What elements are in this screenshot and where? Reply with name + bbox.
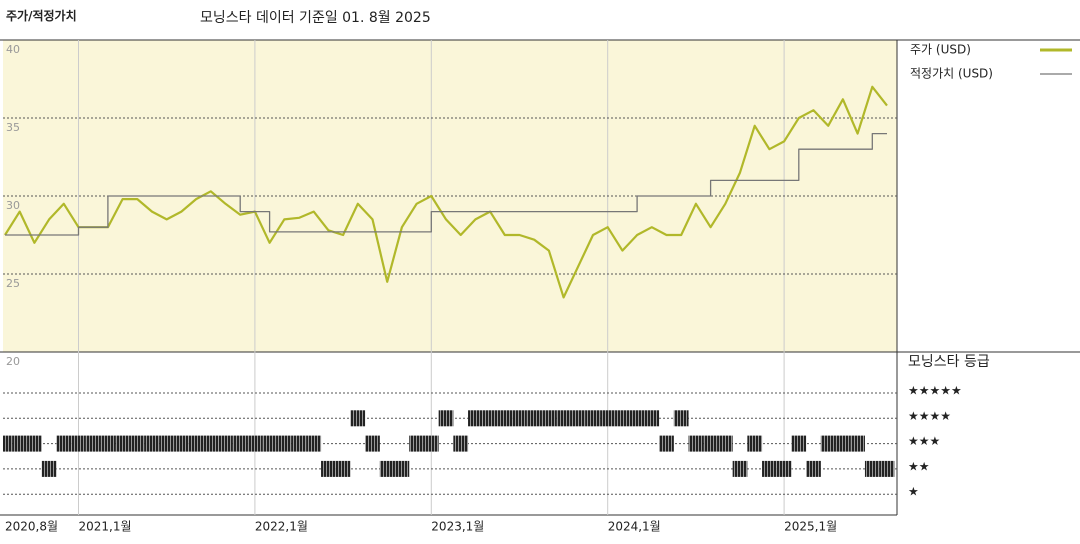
rating-bar: [56, 435, 72, 452]
x-tick-label: 2024,1월: [608, 520, 661, 534]
rating-bar: [468, 410, 483, 427]
rating-bar: [438, 410, 454, 427]
rating-bar: [497, 410, 513, 427]
x-tick-label: 2022,1월: [255, 520, 308, 534]
rating-bar: [335, 460, 351, 477]
rating-bar: [747, 435, 763, 452]
rating-bar: [409, 435, 424, 452]
rating-bar: [365, 435, 380, 452]
rating-bar: [600, 410, 616, 427]
rating-bar: [12, 435, 28, 452]
rating-bar: [776, 460, 792, 477]
rating-bar: [762, 460, 777, 477]
legend-label: 주가 (USD): [910, 43, 971, 57]
rating-label: ★★★★: [908, 409, 951, 423]
rating-label: ★★★: [908, 434, 940, 448]
rating-bar: [100, 435, 116, 452]
rating-bar: [556, 410, 571, 427]
rating-bar: [188, 435, 204, 452]
rating-bar: [717, 435, 733, 452]
rating-bar: [526, 410, 542, 427]
rating-label: ★★: [908, 459, 930, 473]
rating-bar: [806, 460, 821, 477]
rating-bar: [570, 410, 586, 427]
rating-bar: [394, 460, 410, 477]
rating-bar: [791, 435, 807, 452]
y-tick-label: 35: [6, 121, 20, 134]
rating-bar: [703, 435, 718, 452]
series-line: [4, 85, 888, 299]
legend-label: 적정가치 (USD): [910, 67, 993, 81]
rating-bar: [423, 435, 439, 452]
rating-bar: [850, 435, 865, 452]
rating-bar: [291, 435, 307, 452]
rating-bar: [159, 435, 175, 452]
rating-bar: [218, 435, 233, 452]
rating-bar: [629, 410, 645, 427]
y-tick-label: 30: [6, 199, 20, 212]
rating-bar: [321, 460, 336, 477]
rating-bar: [41, 460, 57, 477]
rating-bar: [688, 435, 704, 452]
rating-bar: [350, 410, 366, 427]
rating-label: ★★★★★: [908, 384, 962, 398]
rating-bar: [879, 460, 895, 477]
y-tick-label: 20: [6, 355, 20, 368]
x-tick-label: 2025,1월: [784, 520, 837, 534]
rating-bar: [203, 435, 219, 452]
rating-bar: [276, 435, 292, 452]
rating-bar: [115, 435, 130, 452]
rating-bar: [27, 435, 42, 452]
rating-bar: [541, 410, 557, 427]
chart-title: 주가/적정가치: [6, 8, 77, 23]
rating-bar: [673, 410, 689, 427]
rating-bar: [232, 435, 248, 452]
rating-bar: [453, 435, 469, 452]
rating-bar: [644, 410, 660, 427]
rating-bar: [174, 435, 189, 452]
ratings-title: 모닝스타 등급: [908, 354, 990, 370]
rating-bar: [512, 410, 527, 427]
rating-label: ★: [908, 485, 919, 499]
rating-bar: [247, 435, 263, 452]
rating-bar: [659, 435, 674, 452]
y-tick-label: 40: [6, 43, 20, 56]
rating-bar: [835, 435, 851, 452]
rating-bar: [3, 435, 13, 452]
rating-bar: [615, 410, 630, 427]
rating-bar: [71, 435, 86, 452]
rating-bar: [144, 435, 160, 452]
rating-bar: [379, 460, 395, 477]
rating-bar: [585, 410, 601, 427]
rating-bar: [262, 435, 277, 452]
rating-bar: [85, 435, 101, 452]
x-tick-label: 2021,1월: [79, 520, 132, 534]
rating-bar: [129, 435, 145, 452]
x-tick-label: 2023,1월: [431, 520, 484, 534]
rating-bar: [306, 435, 322, 452]
rating-bar: [482, 410, 498, 427]
rating-bar: [732, 460, 748, 477]
series-line: [5, 132, 887, 236]
y-tick-label: 25: [6, 277, 20, 290]
x-tick-label: 2020,8월: [5, 520, 58, 534]
rating-bar: [864, 460, 880, 477]
rating-bar: [820, 435, 836, 452]
chart-subtitle: 모닝스타 데이터 기준일 01. 8월 2025: [200, 10, 431, 26]
